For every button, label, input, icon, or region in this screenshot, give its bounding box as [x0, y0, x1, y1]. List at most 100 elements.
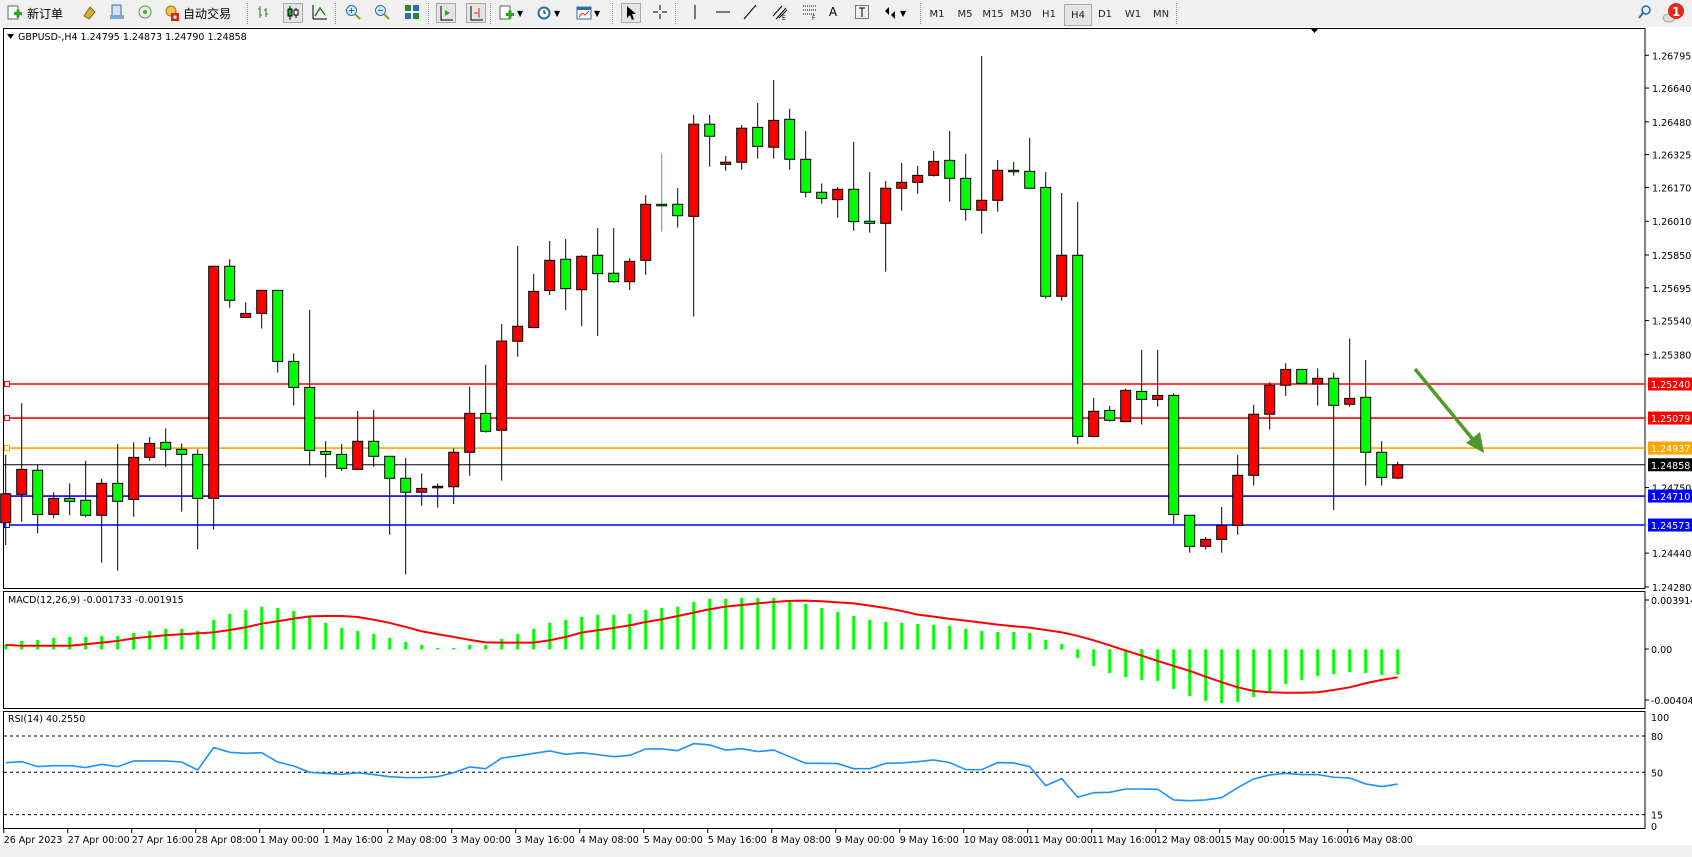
- auto-trading-icon: [163, 4, 181, 22]
- price-level-label: 1.25240: [1651, 380, 1690, 391]
- macd-histogram-bar: [788, 600, 792, 650]
- cursor-icon[interactable]: [621, 3, 641, 23]
- market-watch-icon[interactable]: [80, 3, 98, 21]
- auto-scroll-icon[interactable]: [436, 3, 456, 23]
- macd-histogram-bar: [1380, 649, 1384, 675]
- macd-histogram-bar: [1284, 649, 1288, 684]
- rsi-panel: [3, 711, 1646, 829]
- price-tick-label: 1.24750: [1652, 484, 1691, 495]
- search-icon[interactable]: [1636, 3, 1654, 21]
- timeframe-w1-button[interactable]: W1: [1124, 8, 1142, 20]
- macd-histogram-bar: [884, 622, 888, 650]
- macd-histogram-bar: [1140, 649, 1144, 680]
- macd-histogram-bar: [356, 631, 360, 650]
- macd-histogram-bar: [1076, 649, 1080, 658]
- vertical-line-icon[interactable]: [686, 3, 704, 21]
- level-handle[interactable]: [4, 445, 10, 452]
- bearish-candle: [1136, 390, 1148, 400]
- navigator-icon[interactable]: [136, 3, 154, 21]
- chart-shift-icon[interactable]: [466, 3, 486, 23]
- timeframe-h1-button[interactable]: H1: [1042, 8, 1056, 20]
- time-axis-label: 4 May 08:00: [580, 835, 639, 846]
- bullish-candle: [528, 290, 540, 329]
- macd-histogram-bar: [1316, 649, 1320, 676]
- bearish-candle: [672, 203, 684, 217]
- timeframe-m30-button[interactable]: M30: [1010, 8, 1032, 20]
- trend-arrow-head-icon: [1466, 432, 1484, 453]
- time-axis-label: 9 May 00:00: [836, 835, 895, 846]
- price-tick-label: 1.25850: [1652, 251, 1691, 262]
- timeframe-m5-button[interactable]: M5: [957, 8, 973, 20]
- new-order-label: 新订单: [27, 6, 64, 21]
- macd-histogram-bar: [196, 631, 200, 650]
- time-axis-label: 12 May 08:00: [1156, 835, 1221, 846]
- level-handle[interactable]: [4, 381, 10, 387]
- price-tick-label: 1.26325: [1652, 151, 1691, 162]
- macd-histogram-bar: [644, 609, 648, 650]
- macd-histogram-bar: [1204, 649, 1208, 701]
- timeframe-m1-button[interactable]: M1: [929, 8, 945, 20]
- bearish-candle: [320, 450, 332, 455]
- indicators-dropdown[interactable]: ▼: [498, 3, 523, 23]
- price-level-badge: [1648, 489, 1692, 503]
- price-tick-label: 1.26640: [1652, 84, 1691, 95]
- toolbar-separator: [675, 3, 677, 24]
- bullish-candle: [720, 161, 732, 165]
- bearish-candle: [1024, 170, 1036, 189]
- macd-histogram-bar: [148, 631, 152, 650]
- data-window-icon[interactable]: [108, 3, 126, 21]
- macd-histogram-bar: [996, 631, 1000, 650]
- macd-histogram-bar: [836, 611, 840, 650]
- fibonacci-icon[interactable]: F: [801, 3, 819, 21]
- bearish-candle: [1168, 394, 1180, 515]
- price-tick-label: 1.24440: [1652, 549, 1691, 560]
- bullish-candle: [688, 123, 700, 217]
- bearish-candle: [400, 477, 412, 493]
- chart-menu-triangle-icon[interactable]: [7, 34, 14, 39]
- bar-chart-icon[interactable]: [254, 3, 272, 21]
- arrows-dropdown[interactable]: ▼: [881, 3, 906, 23]
- auto-trading-button[interactable]: 自动交易: [163, 3, 231, 23]
- bullish-candle: [976, 199, 988, 211]
- trendline-icon[interactable]: [741, 3, 759, 21]
- macd-histogram-bar: [1236, 649, 1240, 702]
- macd-histogram-bar: [916, 623, 920, 650]
- text-icon[interactable]: A: [828, 5, 838, 19]
- tile-windows-icon[interactable]: [403, 3, 421, 21]
- price-level-label: 1.24573: [1651, 521, 1690, 532]
- horizontal-line-icon[interactable]: [714, 3, 732, 21]
- macd-histogram-bar: [660, 607, 664, 650]
- bullish-candle: [1312, 377, 1324, 385]
- line-chart-icon[interactable]: [311, 3, 329, 21]
- text-label-icon[interactable]: [853, 3, 871, 21]
- zoom-in-icon[interactable]: [344, 3, 362, 21]
- notifications-button[interactable]: 1: [1660, 3, 1686, 23]
- toolbar-separator: [247, 3, 249, 24]
- toolbar-separator: [490, 3, 492, 24]
- macd-signal-line: [5, 599, 1398, 694]
- macd-histogram-bar: [36, 639, 40, 650]
- periodicity-dropdown[interactable]: ▼: [535, 3, 560, 23]
- crosshair-icon[interactable]: [651, 3, 669, 21]
- time-axis-label: 1 May 00:00: [260, 835, 319, 846]
- new-order-button[interactable]: 新订单: [6, 3, 63, 23]
- timeframe-d1-button[interactable]: D1: [1097, 8, 1113, 20]
- timeframe-h4-button[interactable]: H4: [1064, 4, 1092, 26]
- macd-histogram-bar: [532, 628, 536, 650]
- timeframe-m15-button[interactable]: M15: [982, 8, 1004, 20]
- equidistant-channel-icon[interactable]: E: [771, 3, 789, 21]
- time-axis-label: 15 May 16:00: [1284, 835, 1349, 846]
- time-axis-label: 9 May 16:00: [900, 835, 959, 846]
- chart-window[interactable]: 1.26795 1.26640 1.26480 1.26325 1.26170 1.260…: [0, 27, 1692, 857]
- bearish-candle: [1008, 169, 1020, 173]
- level-handle[interactable]: [4, 415, 10, 422]
- timeframe-mn-button[interactable]: MN: [1152, 8, 1170, 20]
- zoom-out-icon[interactable]: [373, 3, 391, 21]
- macd-histogram-bar: [980, 631, 984, 650]
- templates-dropdown[interactable]: ▼: [575, 3, 600, 23]
- bearish-candle: [1328, 377, 1340, 406]
- macd-histogram-bar: [452, 648, 456, 650]
- candlestick-chart-icon[interactable]: [283, 3, 303, 23]
- macd-histogram-bar: [388, 637, 392, 650]
- time-axis-label: 10 May 08:00: [964, 835, 1029, 846]
